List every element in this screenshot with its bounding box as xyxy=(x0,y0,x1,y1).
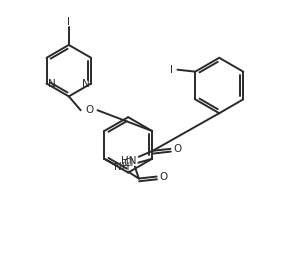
Text: Cl: Cl xyxy=(123,158,134,168)
Text: N: N xyxy=(48,78,55,89)
Text: I: I xyxy=(67,17,70,27)
Text: O: O xyxy=(159,171,168,182)
Text: O: O xyxy=(173,144,182,154)
Text: HN: HN xyxy=(121,156,137,166)
Text: NH: NH xyxy=(114,162,130,172)
Text: N: N xyxy=(82,78,90,89)
Text: I: I xyxy=(170,65,173,75)
Text: O: O xyxy=(86,105,94,115)
